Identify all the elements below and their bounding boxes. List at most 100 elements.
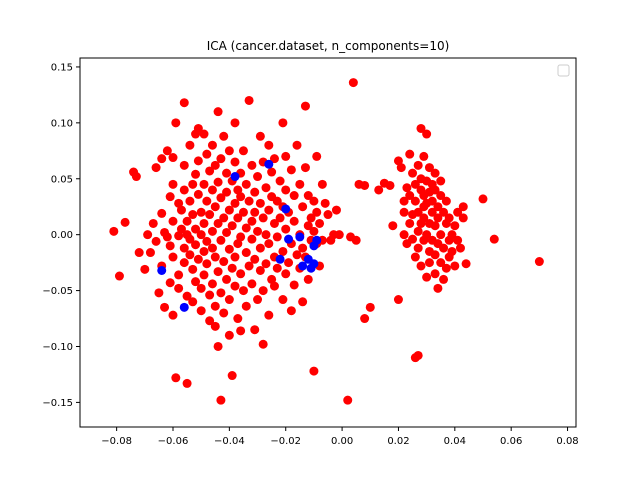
scatter-point-s0-26 [168, 252, 178, 262]
scatter-point-s0-88 [210, 301, 220, 311]
chart-title: ICA (cancer.dataset, n_components=10) [207, 39, 450, 53]
scatter-point-s0-235 [385, 180, 395, 190]
scatter-point-s0-55 [191, 224, 201, 234]
scatter-point-s0-2 [120, 217, 130, 227]
scatter-point-s0-263 [416, 261, 426, 271]
scatter-point-s0-293 [436, 191, 446, 201]
scatter-point-s0-132 [238, 146, 248, 156]
scatter-point-s0-259 [413, 243, 423, 253]
scatter-point-s0-225 [334, 230, 344, 240]
scatter-point-s0-232 [365, 302, 375, 312]
scatter-point-s0-70 [199, 270, 209, 280]
scatter-point-s0-130 [238, 207, 248, 217]
scatter-point-s0-21 [165, 241, 175, 251]
scatter-point-s0-154 [255, 265, 265, 275]
scatter-point-s0-286 [430, 221, 440, 231]
scatter-point-s0-115 [227, 263, 237, 273]
scatter-point-s0-279 [424, 258, 434, 268]
scatter-point-s0-57 [191, 277, 201, 287]
scatter-point-s0-12 [154, 288, 164, 298]
scatter-point-s0-128 [236, 269, 246, 279]
scatter-point-s0-196 [295, 179, 305, 189]
scatter-point-s0-20 [165, 192, 175, 202]
scatter-point-s0-28 [171, 373, 181, 383]
scatter-point-s0-116 [230, 118, 240, 128]
scatter-point-s0-61 [193, 123, 203, 133]
scatter-point-s0-126 [236, 192, 246, 202]
scatter-point-s0-311 [453, 207, 463, 217]
scatter-point-s0-47 [185, 234, 195, 244]
scatter-point-s0-313 [458, 202, 468, 212]
scatter-point-s0-63 [196, 230, 206, 240]
scatter-point-s0-120 [230, 281, 240, 291]
scatter-point-s0-172 [269, 281, 279, 291]
scatter-point-s0-170 [269, 218, 279, 228]
y-tick-label: 0.05 [51, 174, 73, 185]
scatter-point-s0-290 [433, 283, 443, 293]
scatter-point-s0-254 [410, 196, 420, 206]
points-layer [109, 78, 544, 405]
x-tick-label: 0.00 [331, 436, 353, 447]
scatter-point-s0-142 [247, 234, 257, 244]
scatter-point-s0-193 [289, 280, 299, 290]
scatter-point-s0-118 [230, 198, 240, 208]
scatter-point-s0-92 [213, 267, 223, 277]
y-tick-label: −0.05 [42, 286, 73, 297]
scatter-point-s0-203 [300, 163, 310, 173]
scatter-point-s0-317 [489, 234, 499, 244]
scatter-point-s0-166 [267, 167, 277, 177]
scatter-point-s1-3 [264, 159, 274, 169]
scatter-point-s0-64 [196, 283, 206, 293]
scatter-point-s1-13 [281, 204, 291, 214]
scatter-point-s0-135 [241, 248, 251, 258]
scatter-point-s0-72 [202, 196, 212, 206]
scatter-point-s0-212 [309, 226, 319, 236]
scatter-point-s0-111 [224, 330, 234, 340]
scatter-point-s0-220 [320, 198, 330, 208]
scatter-point-s0-58 [193, 156, 203, 166]
scatter-point-s1-12 [312, 235, 322, 245]
x-tick-label: −0.08 [101, 436, 132, 447]
scatter-point-s0-29 [171, 118, 181, 128]
scatter-point-s0-102 [219, 308, 229, 318]
scatter-point-s0-104 [222, 187, 232, 197]
scatter-point-s0-134 [241, 223, 251, 233]
scatter-point-s0-227 [351, 235, 361, 245]
scatter-point-s0-255 [413, 226, 423, 236]
scatter-point-s0-24 [168, 179, 178, 189]
scatter-point-s0-287 [430, 250, 440, 260]
scatter-point-s0-48 [185, 250, 195, 260]
scatter-point-s0-39 [179, 243, 189, 253]
scatter-point-s0-158 [258, 339, 268, 349]
scatter-point-s0-289 [433, 213, 443, 223]
scatter-point-s0-14 [157, 208, 167, 218]
scatter-point-s0-80 [207, 185, 217, 195]
scatter-point-s0-253 [410, 179, 420, 189]
scatter-point-s0-237 [393, 295, 403, 305]
scatter-point-s0-169 [269, 154, 279, 164]
scatter-point-s0-217 [315, 218, 325, 228]
scatter-point-s0-50 [188, 210, 198, 220]
scatter-point-s0-93 [213, 341, 223, 351]
scatter-point-s0-117 [230, 157, 240, 167]
scatter-point-s0-13 [157, 154, 167, 164]
scatter-point-s0-298 [439, 243, 449, 253]
scatter-point-s0-241 [399, 196, 409, 206]
x-tick-label: −0.06 [158, 436, 189, 447]
scatter-point-s0-119 [230, 252, 240, 262]
scatter-point-s0-145 [250, 207, 260, 217]
scatter-point-s0-250 [408, 234, 418, 244]
scatter-point-s0-107 [224, 146, 234, 156]
scatter-point-s0-85 [210, 160, 220, 170]
scatter-point-s0-140 [247, 160, 257, 170]
scatter-point-s0-49 [188, 179, 198, 189]
scatter-point-s1-11 [309, 259, 319, 269]
scatter-point-s0-52 [188, 297, 198, 307]
scatter-point-s0-231 [360, 180, 370, 190]
scatter-point-s0-257 [413, 160, 423, 170]
scatter-point-s0-109 [224, 244, 234, 254]
scatter-point-s0-100 [219, 213, 229, 223]
scatter-point-s0-307 [447, 246, 457, 256]
x-tick-label: −0.04 [214, 436, 245, 447]
